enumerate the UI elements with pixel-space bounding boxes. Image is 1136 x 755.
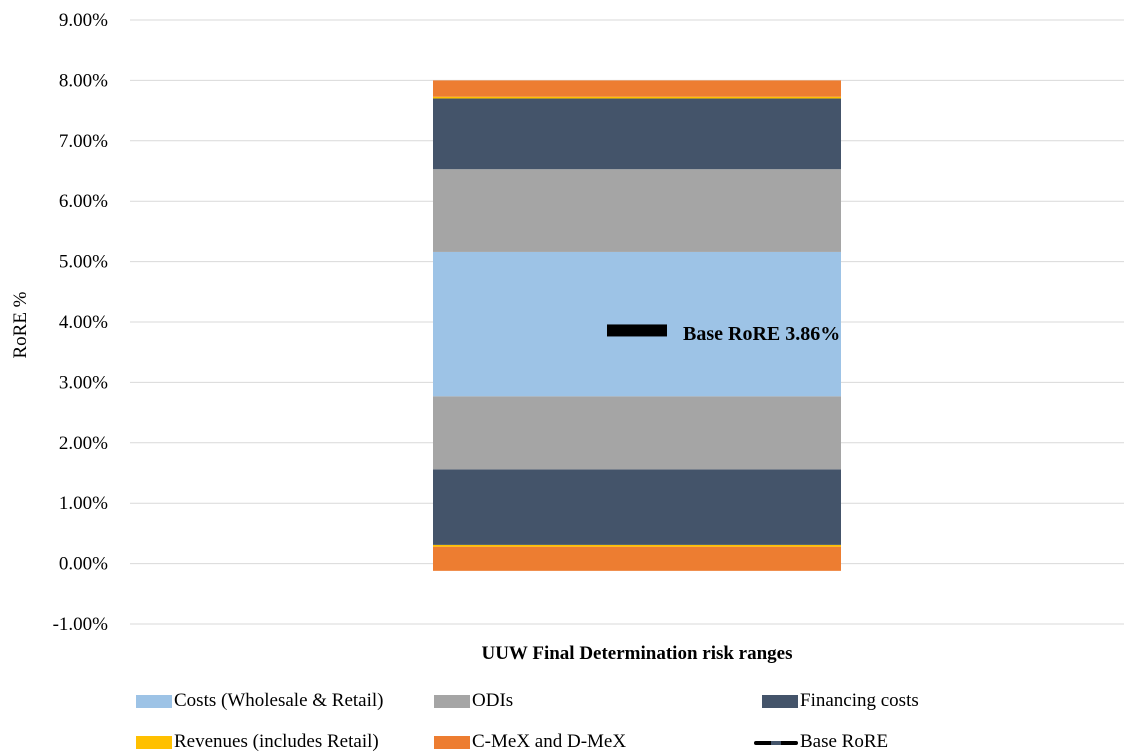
y-tick-label: 4.00%	[59, 312, 108, 333]
base-rore-marker	[607, 324, 667, 337]
y-tick-label: 0.00%	[59, 554, 108, 575]
bar-segment	[433, 96, 841, 99]
y-axis-title: RoRE %	[10, 291, 31, 358]
y-axis-ticks: -1.00% 0.00% 1.00% 2.00% 3.00% 4.00% 5.00% 6.00…	[53, 10, 109, 635]
y-tick-label: -1.00%	[53, 614, 109, 635]
y-tick-label: 1.00%	[59, 493, 108, 514]
y-tick-label: 9.00%	[59, 10, 108, 31]
base-rore-annotation: Base RoRE 3.86%	[683, 323, 840, 345]
bar-segment	[433, 98, 841, 170]
bar-segment	[433, 251, 841, 397]
bar-segment	[433, 469, 841, 545]
y-tick-label: 3.00%	[59, 372, 108, 393]
y-tick-label: 5.00%	[59, 252, 108, 273]
y-tick-label: 6.00%	[59, 191, 108, 212]
y-tick-label: 2.00%	[59, 433, 108, 454]
bar-segment	[433, 80, 841, 97]
bar-segment	[433, 544, 841, 547]
bar-stack	[433, 80, 841, 571]
bar-segment	[433, 169, 841, 252]
y-tick-label: 8.00%	[59, 70, 108, 91]
x-category-label: UUW Final Determination risk ranges	[481, 643, 792, 664]
y-tick-label: 7.00%	[59, 131, 108, 152]
bar-segment	[433, 546, 841, 571]
bar-segment	[433, 396, 841, 470]
